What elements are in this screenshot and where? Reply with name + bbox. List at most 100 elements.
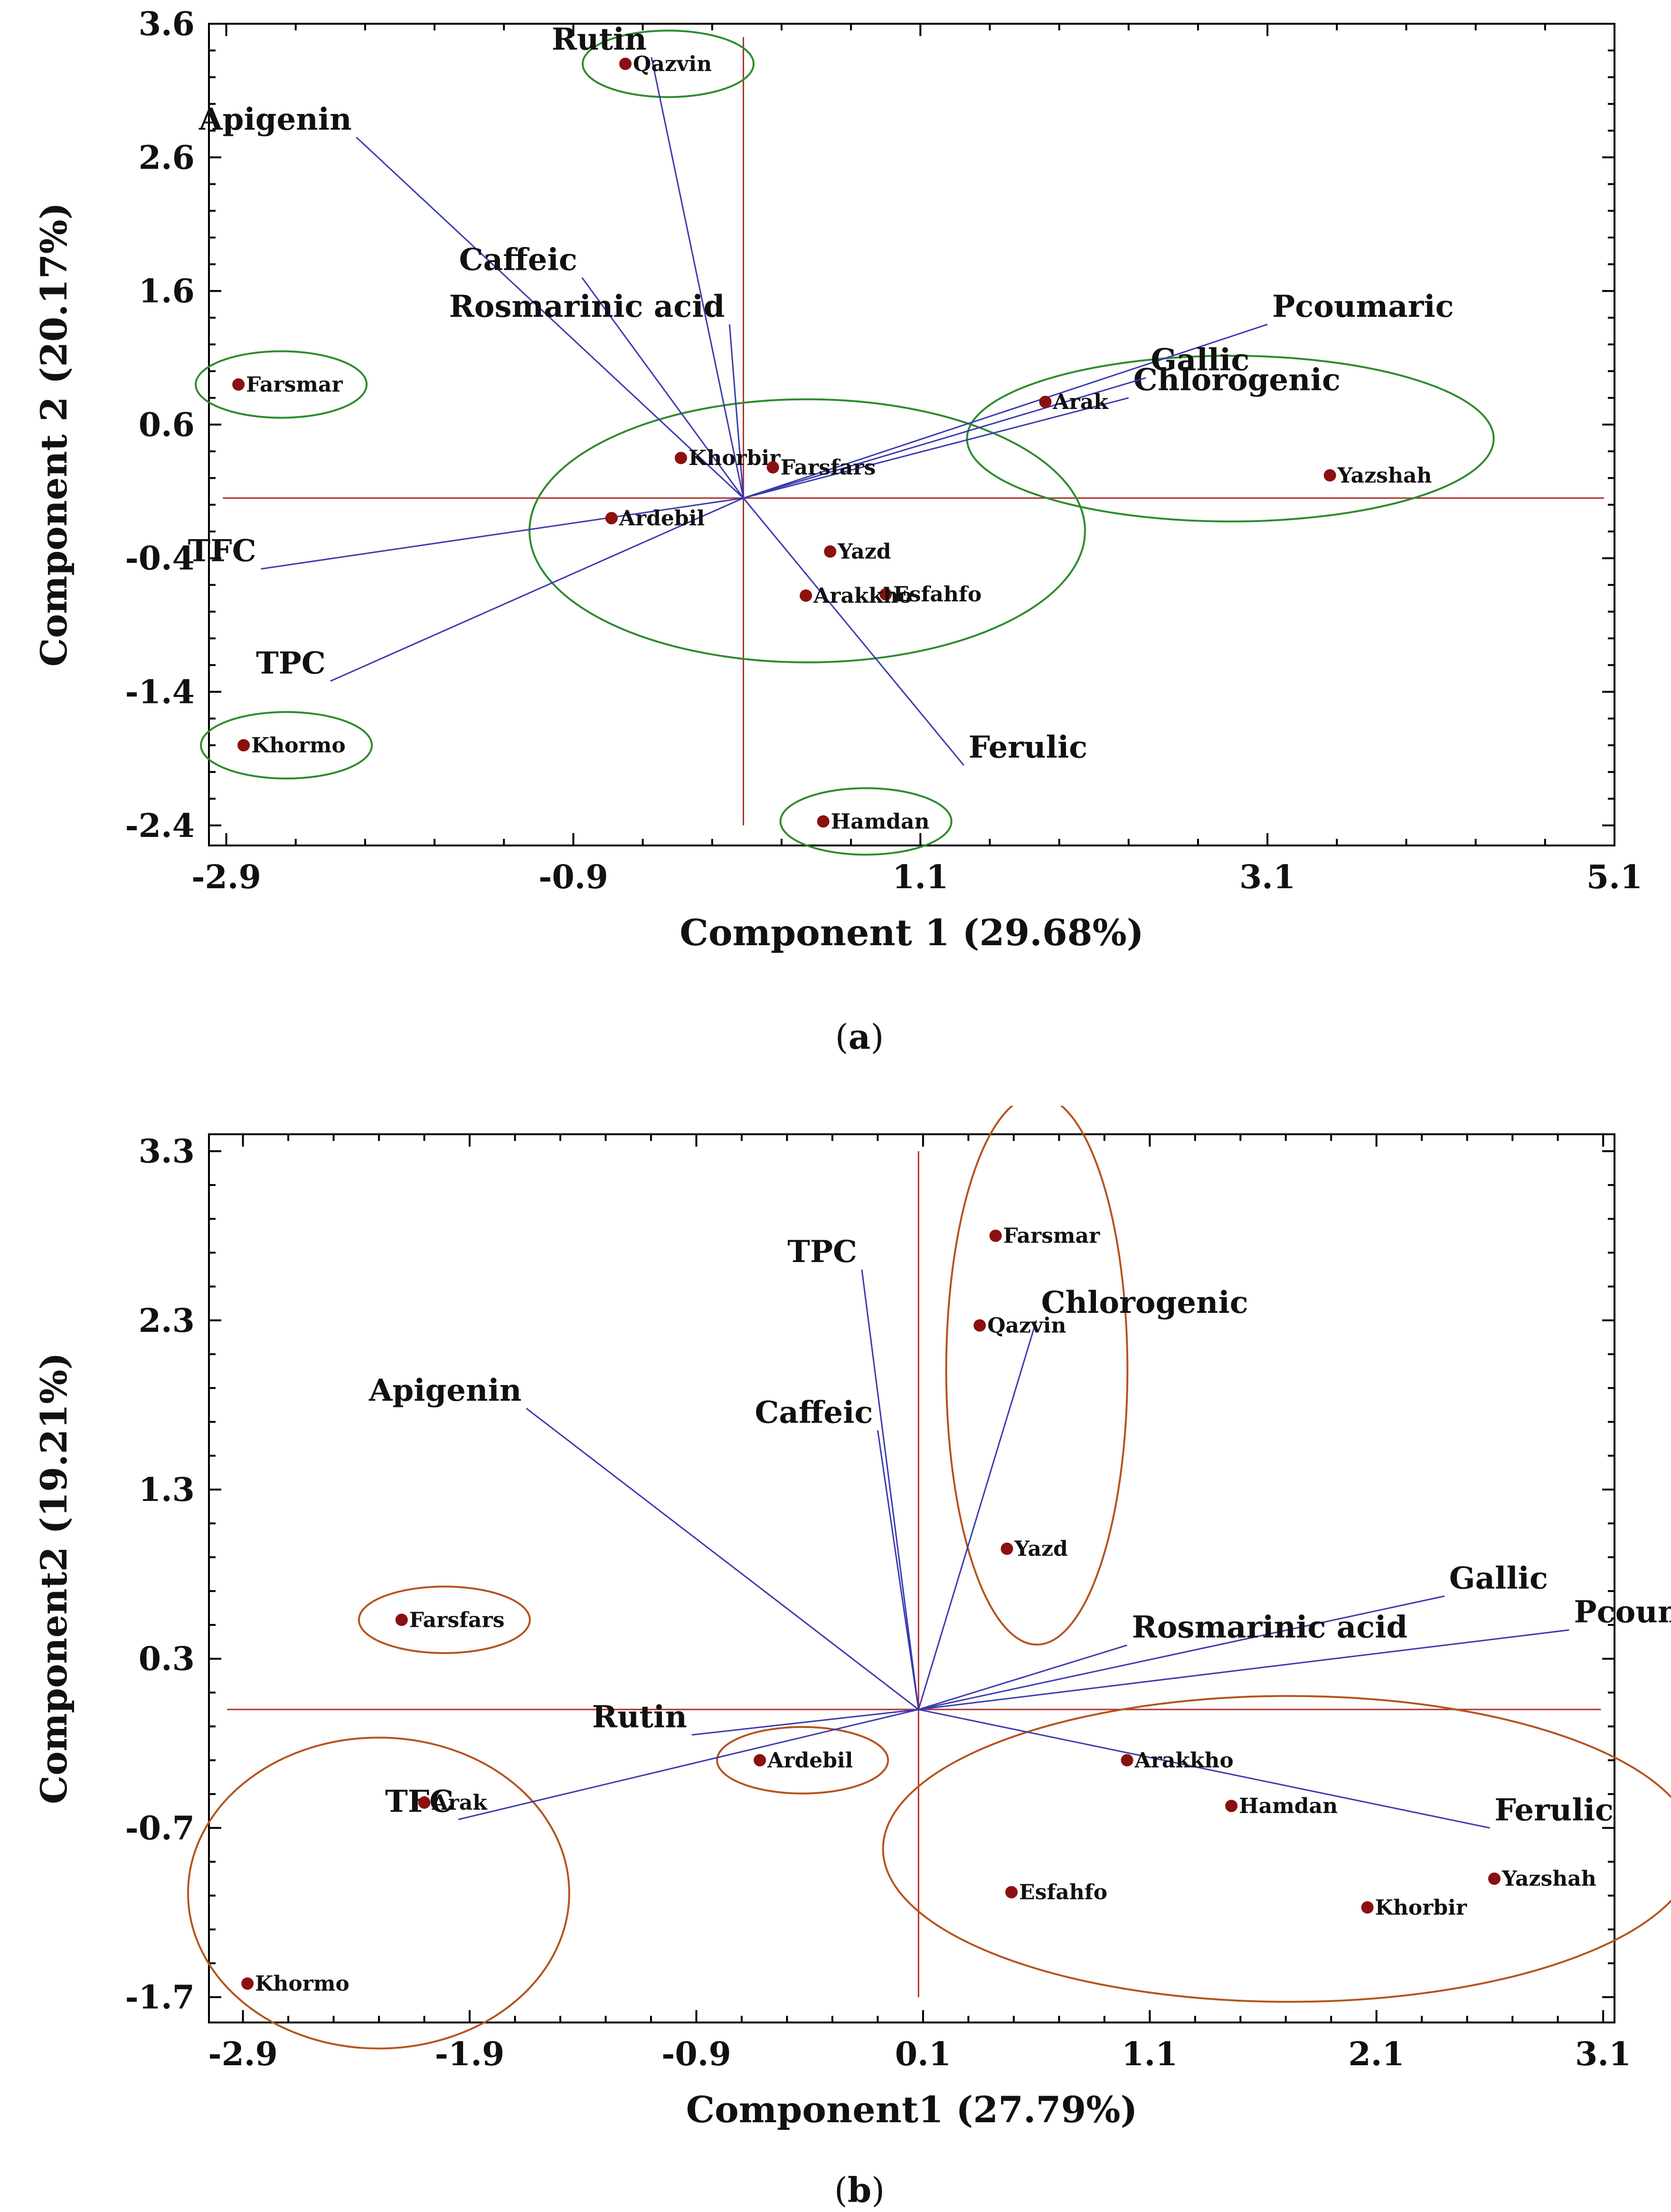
sample-point-esfahfo [879, 588, 892, 601]
variable-label-gallic: Gallic [1449, 1560, 1548, 1596]
variable-label-rutin: Rutin [552, 21, 647, 57]
x-tick-label-b: 1.1 [1122, 2035, 1178, 2073]
sample-label-hamdan: Hamdan [1239, 1794, 1338, 1818]
loading-vector-caffeic [581, 277, 744, 499]
sample-point-yazshah [1488, 1872, 1501, 1885]
loading-vector-gallic [743, 377, 1146, 499]
sample-point-khorbir [1361, 1901, 1374, 1914]
y-tick-label-a: -2.4 [125, 807, 195, 845]
sample-label-farsfars: Farsfars [409, 1608, 505, 1632]
biplot-b: -2.9 -1.9 -0.9 0.1 1.1 2.1 3.1 3.3 2.3 1.3 0.3 -0.7… [33, 1106, 1671, 2131]
sample-point-khorbir [674, 452, 687, 465]
plot-frame-a [208, 23, 1615, 846]
caption-a-label: a [848, 1016, 871, 1057]
sample-point-hamdan [1225, 1800, 1238, 1813]
sample-point-khormo [241, 1977, 254, 1990]
y-axis-title-a: Component 2 (20.17%) [33, 202, 75, 666]
sample-point-arakkho [1121, 1754, 1133, 1766]
variable-label-apigenin: Apigenin [198, 102, 352, 137]
variable-label-ferulic: Ferulic [1494, 1792, 1614, 1828]
loading-vector-rosmarinic-acid [728, 324, 745, 498]
sample-label-arak: Arak [432, 1791, 488, 1815]
cluster-ellipse-b [187, 1737, 570, 2050]
variable-label-caffeic: Caffeic [459, 242, 577, 277]
loading-vector-tpc [330, 497, 744, 682]
x-tick-label-b: 3.1 [1575, 2035, 1631, 2073]
x-tick-label-a: 1.1 [892, 858, 948, 896]
y-tick-label-b: 3.3 [139, 1133, 195, 1171]
variable-label-rosmarinic-acid: Rosmarinic acid [449, 289, 725, 324]
sample-label-farsmar: Farsmar [1003, 1224, 1100, 1248]
sample-label-yazshah: Yazshah [1501, 1867, 1596, 1891]
variable-label-rutin: Rutin [592, 1699, 687, 1735]
loading-vector-rutin [691, 1709, 919, 1736]
cluster-ellipse-b [358, 1585, 531, 1654]
sample-label-arakkho: Arakkho [1134, 1748, 1234, 1773]
loading-vector-pcoumaric [743, 323, 1268, 499]
y-tick-label-a: -0.4 [125, 540, 195, 578]
variable-label-pcoumaric: Pcoumaric [1272, 289, 1454, 324]
loading-vector-tfc [261, 497, 744, 570]
sample-label-esfahfo: Esfahfo [893, 582, 982, 607]
sample-label-farsfars: Farsfars [781, 456, 876, 480]
sample-point-khormo [237, 739, 250, 752]
x-tick-label-a: 5.1 [1586, 858, 1643, 896]
sample-point-arakkho [800, 589, 812, 602]
x-tick-label-a: -0.9 [538, 858, 608, 896]
y-tick-label-b: 0.3 [139, 1640, 195, 1678]
y-tick-label-a: 2.6 [139, 139, 195, 177]
sample-point-yazd [824, 545, 837, 558]
loading-vector-ferulic [918, 1709, 1490, 1829]
cluster-ellipse-b [716, 1726, 889, 1794]
loading-vector-chlorogenic [917, 1320, 1038, 1710]
sample-point-yazshah [1323, 469, 1336, 482]
loading-vector-gallic [918, 1595, 1445, 1710]
sample-label-khormo: Khormo [255, 1972, 349, 1996]
sample-point-arak [1039, 396, 1052, 408]
sample-point-hamdan [817, 815, 830, 828]
x-tick-label-b: 0.1 [895, 2035, 951, 2073]
cluster-ellipse-b [945, 1106, 1129, 1646]
y-tick-label-b: -0.7 [125, 1809, 195, 1847]
x-tick-label-b: -0.9 [661, 2035, 731, 2073]
sample-label-khorbir: Khorbir [689, 446, 781, 470]
loading-vector-rutin [651, 57, 744, 498]
sample-point-farsmar [989, 1229, 1002, 1242]
sample-point-ardebil [754, 1754, 766, 1766]
loading-vector-apigenin [356, 137, 744, 499]
cluster-ellipse-a [966, 355, 1495, 522]
sample-point-farsmar [232, 378, 245, 391]
loading-vector-apigenin [526, 1407, 919, 1710]
variable-label-tpc: TPC [787, 1234, 857, 1270]
loading-vector-rosmarinic-acid [918, 1644, 1127, 1710]
cluster-ellipse-a [529, 398, 1086, 664]
sample-point-farsfars [395, 1614, 408, 1626]
loading-vector-pcoumaric [918, 1629, 1569, 1710]
loading-vector-chlorogenic [743, 397, 1129, 499]
sample-label-arakkho: Arakkho [813, 584, 912, 608]
sample-point-ardebil [605, 512, 618, 524]
sample-point-qazvin [619, 57, 632, 70]
y-tick-label-a: 1.6 [139, 273, 195, 311]
y-tick-label-b: -1.7 [125, 1979, 195, 2017]
cluster-ellipse-a [582, 29, 755, 98]
variable-label-chlorogenic: Chlorogenic [1041, 1285, 1248, 1320]
sample-point-yazd [1001, 1542, 1013, 1555]
panel-b: -2.9 -1.9 -0.9 0.1 1.1 2.1 3.1 3.3 2.3 1.3 0.3 -0.7… [0, 1106, 1671, 2212]
y-tick-label-a: -1.4 [125, 674, 195, 712]
sample-label-esfahfo: Esfahfo [1019, 1880, 1107, 1905]
sample-label-khorbir: Khorbir [1375, 1896, 1467, 1920]
sample-point-arak [418, 1796, 431, 1809]
cluster-ellipse-a [195, 350, 368, 419]
sample-label-yazd: Yazd [1014, 1537, 1068, 1561]
caption-b: (b) [834, 2170, 885, 2210]
variable-label-gallic: Gallic [1151, 342, 1249, 378]
sample-label-khormo: Khormo [251, 733, 346, 758]
variable-label-ferulic: Ferulic [969, 730, 1088, 765]
x-axis-title-b: Component1 (27.79%) [686, 2089, 1138, 2131]
sample-label-qazvin: Qazvin [633, 52, 712, 76]
x-axis-title-a: Component 1 (29.68%) [680, 911, 1143, 954]
sample-point-esfahfo [1005, 1886, 1018, 1899]
sample-label-farsmar: Farsmar [246, 373, 343, 397]
loading-vector-tpc [861, 1269, 919, 1710]
